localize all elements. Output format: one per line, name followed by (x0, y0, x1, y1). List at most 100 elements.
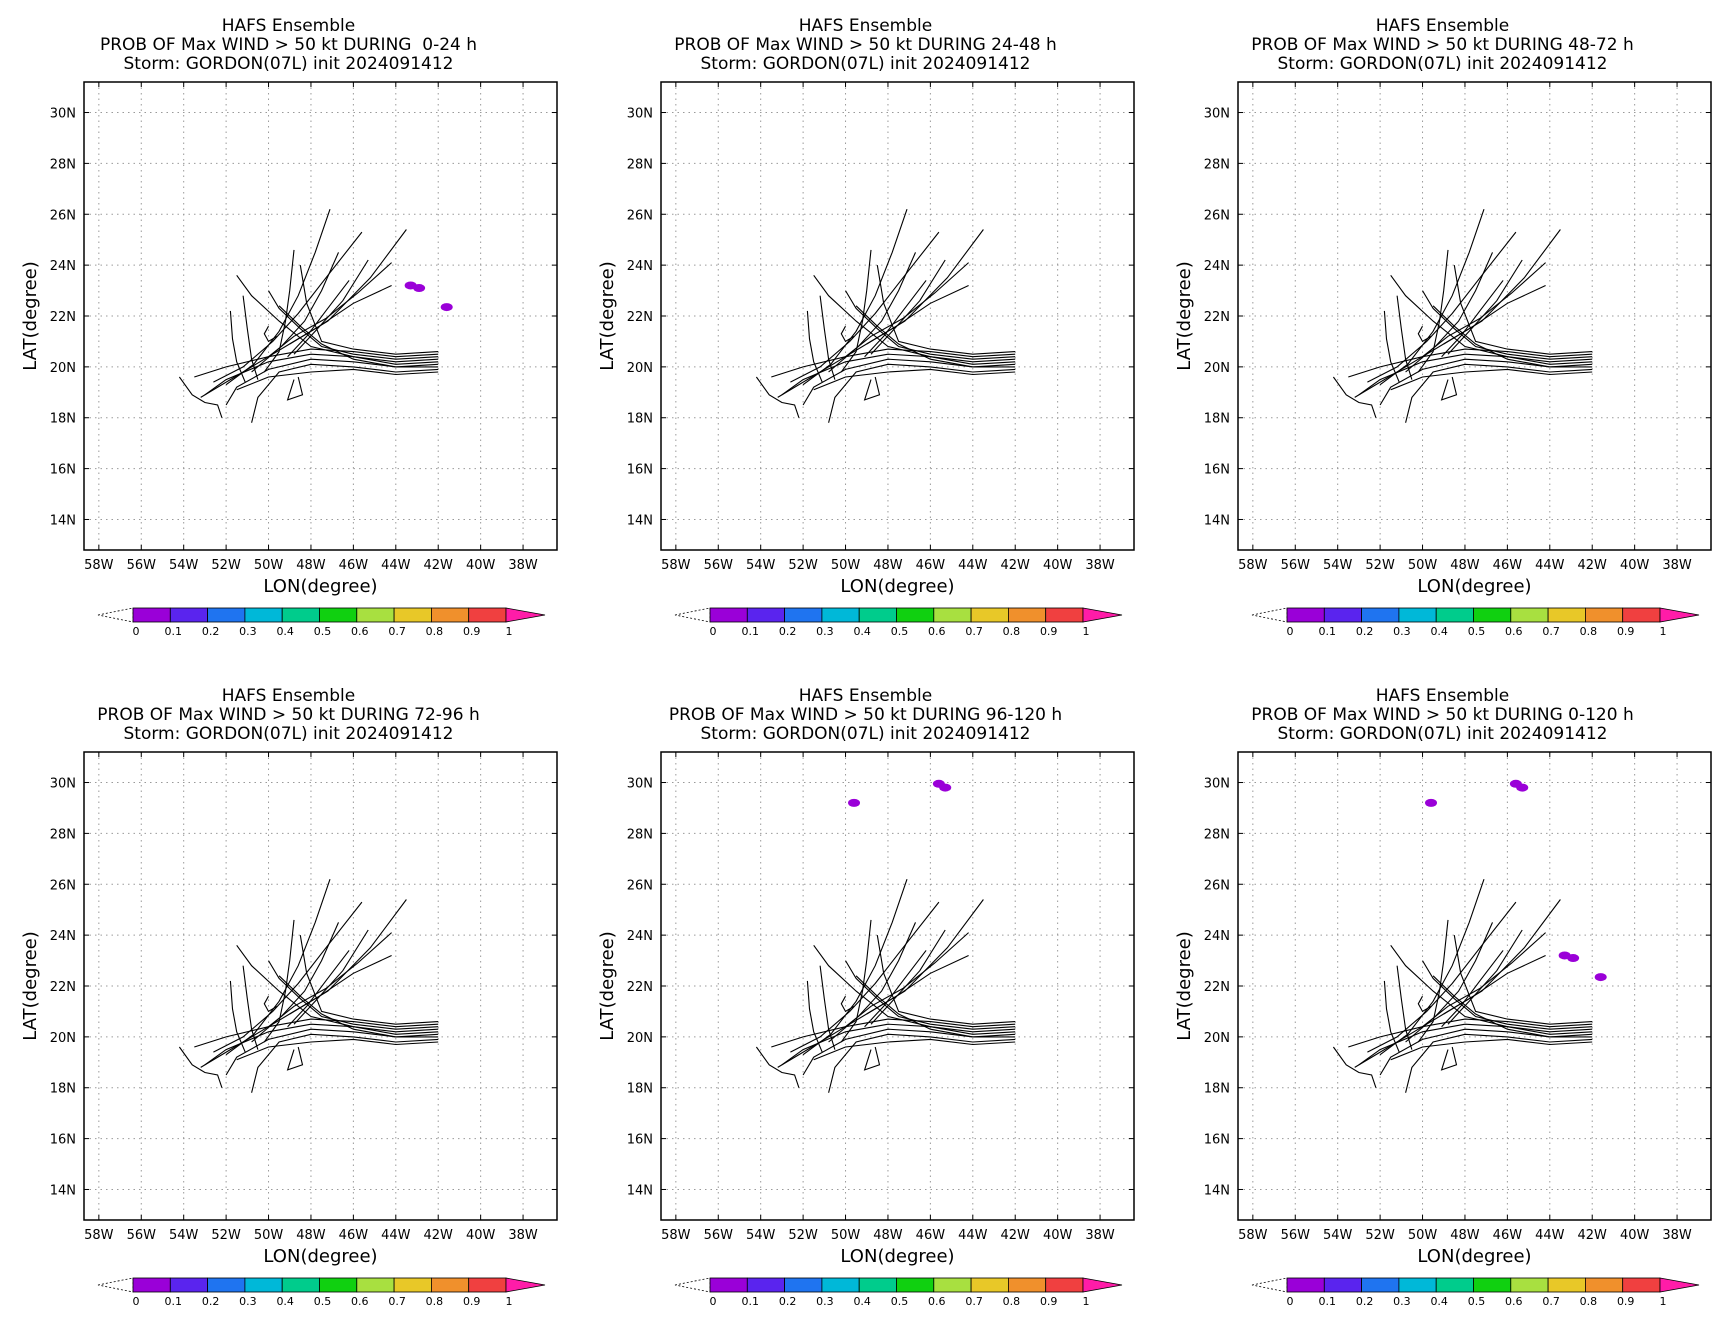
colorbar-high-arrow (505, 607, 546, 623)
colorbar: 0 0.1 0.2 0.3 0.4 0.5 0.6 0.7 0.8 0.9 1 (1251, 607, 1700, 638)
x-tick-label: 48W (296, 558, 326, 573)
prob-patch (1567, 954, 1580, 963)
colorbar-label: 0.7 (388, 1295, 406, 1308)
colorbar-segment (319, 607, 358, 623)
colorbar-segment (132, 607, 171, 623)
x-axis-label: LON(degree) (1417, 1246, 1531, 1267)
storm-track (1390, 944, 1593, 1035)
colorbar: 0 0.1 0.2 0.3 0.4 0.5 0.6 0.7 0.8 0.9 1 (1251, 1277, 1700, 1308)
colorbar-segment (393, 1277, 432, 1293)
x-axis-label: LON(degree) (840, 576, 954, 597)
y-tick-label: 14N (627, 513, 653, 528)
colorbar-label: 0.4 (1430, 1295, 1448, 1308)
colorbar-label: 0.8 (1580, 1295, 1598, 1308)
storm-track (1390, 274, 1593, 365)
colorbar-label: 0.6 (928, 1295, 946, 1308)
storm-track (1440, 1046, 1458, 1071)
colorbar-label: 0.7 (388, 625, 406, 638)
colorbar-label: 0 (710, 625, 717, 638)
colorbar-label: 0.4 (276, 625, 294, 638)
colorbar-label: 1 (1083, 1295, 1090, 1308)
colorbar: 0 0.1 0.2 0.3 0.4 0.5 0.6 0.7 0.8 0.9 1 (674, 607, 1123, 638)
storm-track (299, 935, 439, 1025)
colorbar-label: 0.9 (1040, 1295, 1058, 1308)
map-plot-6: 58W 56W 54W 52W 50W 48W 46W 44W 42W 40W 38W 14N 16N 1… (1174, 751, 1712, 1308)
colorbar-label: 0.1 (165, 625, 183, 638)
y-tick-label: 30N (1204, 107, 1230, 122)
storm-track (1405, 363, 1593, 423)
x-tick-label: 54W (169, 1228, 199, 1243)
chart-subtitle: PROB OF Max WIND > 50 kt DURING 96-120 h (668, 705, 1063, 725)
x-tick-label: 46W (916, 558, 946, 573)
colorbar-label: 0.1 (165, 1295, 183, 1308)
y-tick-label: 20N (1204, 361, 1230, 376)
colorbar-label: 0.6 (1505, 1295, 1523, 1308)
colorbar-segment (1323, 1277, 1363, 1293)
y-tick-label: 26N (627, 208, 653, 223)
colorbar-high-arrow (1082, 1277, 1123, 1293)
colorbar-label: 1 (1660, 625, 1667, 638)
colorbar-label: 0.9 (1617, 625, 1635, 638)
map-panel-5: HAFS Ensemble PROB OF Max WIND > 50 kt DU… (577, 670, 1154, 1340)
x-tick-label: 52W (1365, 1228, 1395, 1243)
colorbar-segment (1473, 1277, 1512, 1293)
colorbar-label: 0.9 (1617, 1295, 1635, 1308)
storm-track (1417, 249, 1449, 373)
x-tick-label: 52W (788, 1228, 818, 1243)
y-axis-label: LAT(degree) (20, 931, 41, 1040)
map-plot-2: 58W 56W 54W 52W 50W 48W 46W 44W 42W 40W 38W 14N 16N 1… (597, 81, 1135, 638)
storm-track (806, 310, 823, 383)
x-tick-label: 52W (788, 558, 818, 573)
x-tick-label: 38W (508, 1228, 538, 1243)
colorbar-segment (1622, 607, 1661, 623)
storm-track (299, 265, 439, 355)
storm-track (1422, 960, 1593, 1030)
storm-track (840, 919, 872, 1043)
colorbar-label: 0.7 (1542, 625, 1560, 638)
colorbar-segment (1622, 1277, 1661, 1293)
storm-track (876, 935, 1016, 1025)
chart-subtitle: PROB OF Max WIND > 50 kt DURING 72-96 h (97, 705, 480, 725)
x-tick-label: 48W (873, 1228, 903, 1243)
colorbar-label: 0.2 (1356, 625, 1374, 638)
y-axis-label: LAT(degree) (597, 931, 618, 1040)
storm-track (263, 325, 278, 343)
x-tick-label: 50W (254, 1228, 284, 1243)
x-tick-label: 38W (1085, 1228, 1115, 1243)
colorbar-segment (430, 1277, 470, 1293)
storm-line: Storm: GORDON(07L) init 2024091412 (123, 54, 454, 74)
storm-track (263, 995, 278, 1013)
colorbar-segment (468, 1277, 507, 1293)
colorbar-segment (244, 607, 283, 623)
colorbar-segment (1286, 607, 1325, 623)
colorbar-segment (356, 607, 395, 623)
colorbar: 0 0.1 0.2 0.3 0.4 0.5 0.6 0.7 0.8 0.9 1 (97, 1277, 546, 1308)
colorbar-label: 0.3 (239, 625, 257, 638)
y-tick-label: 26N (627, 878, 653, 893)
x-tick-label: 50W (831, 558, 861, 573)
storm-track (268, 932, 392, 1028)
x-tick-label: 42W (1578, 558, 1608, 573)
storm-track (845, 960, 1016, 1030)
colorbar-segment (207, 1277, 246, 1293)
y-tick-label: 14N (50, 1183, 76, 1198)
colorbar-label: 0.1 (742, 1295, 760, 1308)
y-tick-label: 22N (1204, 310, 1230, 325)
y-tick-label: 20N (627, 361, 653, 376)
storm-track (870, 259, 946, 355)
y-axis-label: LAT(degree) (1174, 931, 1195, 1040)
colorbar-label: 0.3 (239, 1295, 257, 1308)
colorbar-label: 0.5 (891, 625, 909, 638)
colorbar-segment (1584, 1277, 1624, 1293)
y-tick-label: 24N (1204, 259, 1230, 274)
chart-subtitle: PROB OF Max WIND > 50 kt DURING 0-120 h (1251, 705, 1634, 725)
colorbar-segment (1361, 607, 1400, 623)
colorbar-label: 0.3 (816, 1295, 834, 1308)
y-tick-label: 26N (50, 878, 76, 893)
colorbar-segment (858, 607, 897, 623)
storm-track (1453, 265, 1593, 355)
colorbar-label: 0.1 (1319, 625, 1337, 638)
x-tick-label: 56W (704, 558, 734, 573)
chart-title: HAFS Ensemble (1375, 16, 1510, 36)
x-tick-label: 42W (1001, 558, 1031, 573)
